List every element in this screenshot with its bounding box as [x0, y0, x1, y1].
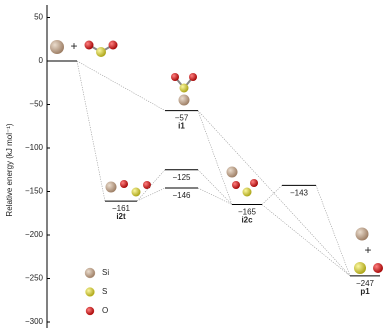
plus-sign: +	[70, 39, 77, 53]
y-tick-label: −300	[25, 317, 44, 326]
connector	[136, 169, 166, 202]
molecules	[50, 40, 383, 274]
legend-swatch	[85, 287, 95, 297]
connector	[261, 204, 351, 277]
connector	[197, 187, 233, 205]
connectors	[76, 60, 351, 277]
connector	[76, 60, 106, 202]
connector	[197, 169, 233, 205]
value-label: −247	[356, 279, 375, 288]
connector	[197, 110, 351, 277]
legend-label: O	[102, 306, 108, 315]
y-tick-label: −250	[25, 274, 44, 283]
plus-sign: +	[364, 243, 371, 257]
value-label: −161	[112, 204, 131, 213]
level-label: i2t	[116, 212, 126, 221]
connector	[261, 185, 283, 205]
y-tick-label: −100	[25, 143, 44, 152]
y-axis-label: Relative energy (kJ mol⁻¹)	[5, 123, 14, 216]
connector	[76, 60, 166, 111]
y-tick-label: 50	[34, 13, 43, 22]
legend-label: Si	[102, 268, 109, 277]
level-label: i2c	[241, 216, 253, 225]
level-label: i1	[178, 122, 185, 131]
connector	[315, 185, 351, 276]
value-label: −146	[172, 191, 191, 200]
value-label: −165	[238, 208, 257, 217]
value-label: −57	[175, 114, 189, 123]
y-tick-label: 0	[39, 56, 44, 65]
legend-swatch	[85, 306, 95, 316]
legend-swatch	[84, 267, 96, 279]
value-label: −125	[172, 173, 191, 182]
y-tick-label: −150	[25, 187, 44, 196]
legend-label: S	[102, 287, 107, 296]
y-tick-label: −50	[29, 100, 43, 109]
connector	[136, 187, 166, 202]
level-label: p1	[360, 287, 370, 296]
y-tick-label: −200	[25, 230, 44, 239]
value-label: −143	[290, 189, 309, 198]
